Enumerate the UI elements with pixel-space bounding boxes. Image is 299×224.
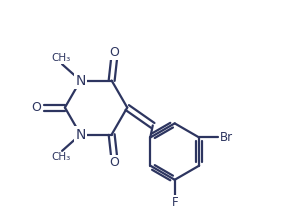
Text: O: O: [31, 101, 41, 114]
Text: O: O: [109, 46, 119, 59]
Text: N: N: [75, 73, 86, 88]
Text: F: F: [171, 196, 178, 209]
Text: O: O: [109, 156, 119, 169]
Text: Br: Br: [220, 131, 233, 144]
Text: CH₃: CH₃: [51, 53, 70, 63]
Text: CH₃: CH₃: [51, 152, 70, 162]
Text: N: N: [75, 127, 86, 142]
